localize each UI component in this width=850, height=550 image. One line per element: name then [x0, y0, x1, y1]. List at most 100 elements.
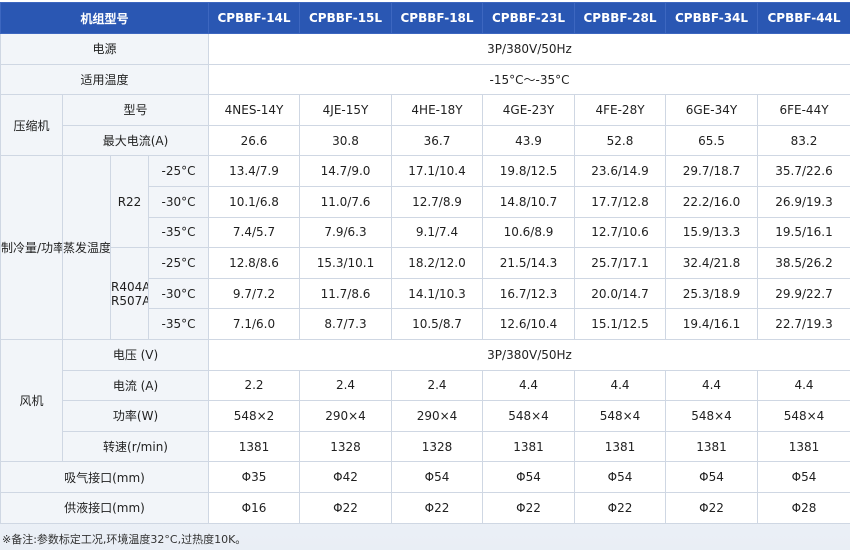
table-cell: Φ22 [299, 491, 393, 524]
evap-temp-value: -25°C [147, 155, 210, 187]
table-cell: 548×4 [574, 400, 667, 432]
table-cell: Φ54 [391, 461, 484, 493]
table-cell: 548×4 [482, 400, 576, 432]
temp-range-row: 适用温度 -15°C～-35°C [0, 63, 850, 96]
table-cell: 25.3/18.9 [665, 277, 759, 310]
temp-range-value: -15°C～-35°C [208, 63, 850, 96]
table-cell: 548×4 [665, 400, 759, 432]
fan-voltage-value: 3P/380V/50Hz [208, 338, 850, 371]
table-cell: 15.3/10.1 [299, 247, 393, 279]
table-cell: 19.4/16.1 [665, 308, 759, 340]
table-cell: 43.9 [482, 124, 576, 157]
table-cell: Φ54 [482, 461, 576, 493]
table-cell: 29.7/18.7 [665, 155, 759, 187]
cooling-row: -35°C 7.1/6.0 8.7/7.3 10.5/8.7 12.6/10.4… [1, 308, 850, 340]
table-cell: 12.8/8.6 [208, 247, 301, 279]
cooling-row: -30°C 9.7/7.2 11.7/8.6 14.1/10.3 16.7/12… [1, 277, 850, 310]
table-cell: Φ22 [391, 491, 484, 524]
table-cell: 38.5/26.2 [757, 247, 850, 279]
table-cell: 25.7/17.1 [574, 247, 667, 279]
table-cell: 21.5/14.3 [482, 247, 576, 279]
table-cell: 13.4/7.9 [208, 155, 301, 187]
power-supply-value: 3P/380V/50Hz [208, 33, 850, 65]
compressor-model-label: 型号 [61, 94, 210, 126]
fan-power-label: 功率(W) [61, 400, 210, 432]
power-supply-label: 电源 [0, 33, 210, 65]
table-cell: 26.6 [208, 124, 301, 157]
table-cell: 4.4 [482, 369, 576, 402]
table-cell: 4.4 [574, 369, 667, 402]
table-cell: 35.7/22.6 [757, 155, 850, 187]
model-header: CPBBF-18L [391, 2, 484, 34]
table-cell: Φ35 [208, 461, 301, 493]
table-cell: 26.9/19.3 [757, 185, 850, 218]
table-cell: 15.1/12.5 [574, 308, 667, 340]
table-cell: Φ42 [299, 461, 393, 493]
table-cell: 9.1/7.4 [391, 216, 484, 249]
table-cell: Φ54 [757, 461, 850, 493]
table-cell: 17.1/10.4 [391, 155, 484, 187]
table-cell: 19.8/12.5 [482, 155, 576, 187]
fan-voltage-row: 风机 电压 (V) 3P/380V/50Hz [0, 338, 850, 463]
table-cell: 11.7/8.6 [299, 277, 393, 310]
table-cell: 10.1/6.8 [208, 185, 301, 218]
table-cell: 2.4 [391, 369, 484, 402]
table-cell: 65.5 [665, 124, 759, 157]
table-cell: 11.0/7.6 [299, 185, 393, 218]
table-cell: 4FE-28Y [574, 94, 667, 126]
fan-speed-row: 转速(r/min) 1381 1328 1328 1381 1381 1381 … [1, 430, 850, 463]
table-cell: 16.7/12.3 [482, 277, 576, 310]
table-cell: 1381 [482, 430, 576, 463]
cooling-group-label: 制冷量/功率(KW) [0, 155, 63, 340]
suction-row: 吸气接口(mm) Φ35 Φ42 Φ54 Φ54 Φ54 Φ54 Φ54 [0, 461, 850, 493]
table-cell: 19.5/16.1 [757, 216, 850, 249]
suction-label: 吸气接口(mm) [0, 461, 210, 493]
table-cell: Φ28 [757, 491, 850, 524]
table-cell: 1328 [299, 430, 393, 463]
table-cell: Φ22 [665, 491, 759, 524]
temp-range-label: 适用温度 [0, 63, 210, 96]
table-cell: 14.1/10.3 [391, 277, 484, 310]
evap-temp-value: -30°C [147, 185, 210, 218]
table-cell: 32.4/21.8 [665, 247, 759, 279]
table-cell: 83.2 [757, 124, 850, 157]
table-cell: 4HE-18Y [391, 94, 484, 126]
table-cell: 2.4 [299, 369, 393, 402]
liquid-row: 供液接口(mm) Φ16 Φ22 Φ22 Φ22 Φ22 Φ22 Φ28 [0, 491, 850, 524]
table-cell: 548×4 [757, 400, 850, 432]
table-cell: 2.2 [208, 369, 301, 402]
table-cell: 7.9/6.3 [299, 216, 393, 249]
table-cell: 22.7/19.3 [757, 308, 850, 340]
cooling-row: 制冷量/功率(KW) 蒸发温度 R22 -25°C 13.4/7.9 14.7/… [0, 155, 850, 340]
evap-temp-value: -30°C [147, 277, 210, 310]
table-cell: 36.7 [391, 124, 484, 157]
evap-temp-value: -25°C [147, 247, 210, 279]
table-cell: 7.1/6.0 [208, 308, 301, 340]
table-cell: 17.7/12.8 [574, 185, 667, 218]
model-header: CPBBF-14L [208, 2, 301, 34]
table-cell: 14.7/9.0 [299, 155, 393, 187]
table-cell: 20.0/14.7 [574, 277, 667, 310]
refrigerant-r404-label: R404A R507A [110, 247, 149, 340]
model-header: CPBBF-44L [757, 2, 850, 34]
model-header-label: 机组型号 [0, 2, 210, 34]
table-cell: 15.9/13.3 [665, 216, 759, 249]
fan-current-label: 电流 (A) [61, 369, 210, 402]
table-cell: 14.8/10.7 [482, 185, 576, 218]
compressor-group-label: 压缩机 [0, 94, 63, 157]
table-cell: Φ54 [665, 461, 759, 493]
refrigerant-r507a: R507A [111, 293, 149, 308]
table-cell: 23.6/14.9 [574, 155, 667, 187]
table-cell: 1381 [208, 430, 301, 463]
fan-voltage-label: 电压 (V) [61, 338, 210, 371]
model-header: CPBBF-34L [665, 2, 759, 34]
table-cell: 8.7/7.3 [299, 308, 393, 340]
model-header: CPBBF-28L [574, 2, 667, 34]
liquid-label: 供液接口(mm) [0, 491, 210, 524]
table-cell: Φ22 [482, 491, 576, 524]
evap-temp-value: -35°C [147, 216, 210, 249]
spec-table: 机组型号 CPBBF-14L CPBBF-15L CPBBF-18L CPBBF… [0, 2, 850, 524]
fan-speed-label: 转速(r/min) [61, 430, 210, 463]
table-cell: 1381 [757, 430, 850, 463]
